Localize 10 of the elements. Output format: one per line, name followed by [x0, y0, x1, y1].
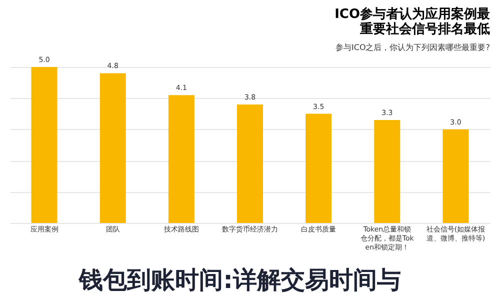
bar	[237, 104, 263, 223]
chart-subtitle: 参与ICO之后，你认为下列因素哪些最重要?	[336, 43, 490, 52]
bar	[442, 129, 469, 223]
text: 钱包到账时间:详解交易时间与	[78, 266, 401, 294]
bar	[100, 73, 126, 223]
bar	[374, 120, 400, 223]
bar	[306, 114, 332, 223]
bar	[31, 67, 58, 223]
bar	[168, 95, 194, 223]
chart-title: ICO参与者认为应用案例最重要社会信号排名最低	[334, 6, 490, 37]
